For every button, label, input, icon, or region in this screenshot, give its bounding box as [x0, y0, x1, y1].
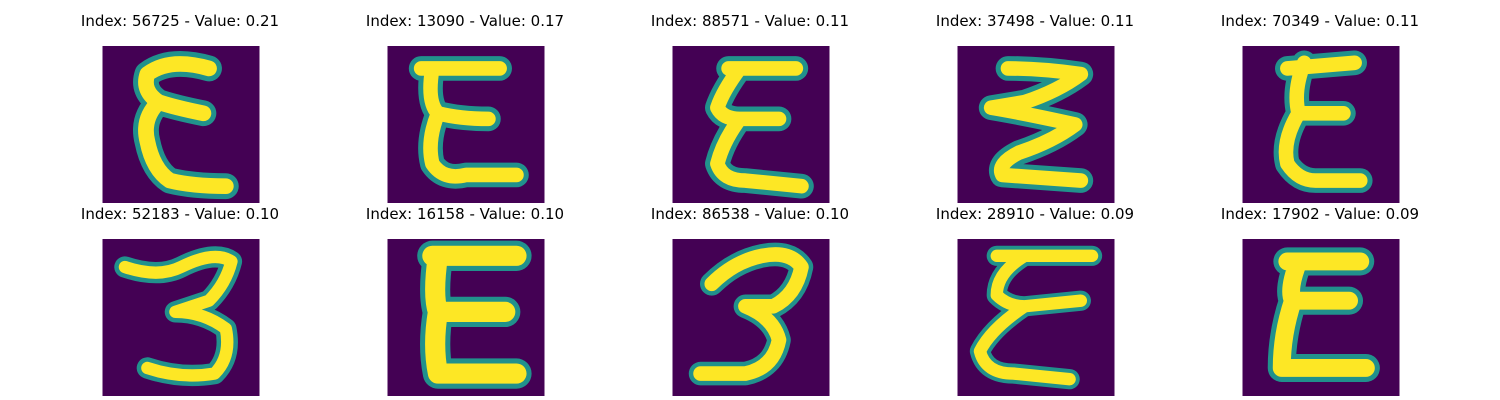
digit-panel: Index: 28910 - Value: 0.09 — [915, 205, 1155, 396]
digit-image — [102, 46, 260, 203]
panel-title: Index: 28910 - Value: 0.09 — [935, 205, 1135, 223]
digit-image — [672, 239, 830, 396]
digit-image — [1242, 46, 1400, 203]
panel-title: Index: 86538 - Value: 0.10 — [650, 205, 850, 223]
digit-panel: Index: 88571 - Value: 0.11 — [630, 12, 870, 203]
panel-title: Index: 37498 - Value: 0.11 — [935, 12, 1135, 30]
digit-image — [102, 239, 260, 396]
digit-image — [957, 46, 1115, 203]
digit-panel: Index: 86538 - Value: 0.10 — [630, 205, 870, 396]
digit-panel: Index: 37498 - Value: 0.11 — [915, 12, 1155, 203]
panel-title: Index: 88571 - Value: 0.11 — [650, 12, 850, 30]
digit-image — [672, 46, 830, 203]
digit-panel: Index: 16158 - Value: 0.10 — [345, 205, 585, 396]
digit-panel: Index: 17902 - Value: 0.09 — [1200, 205, 1440, 396]
panel-title: Index: 56725 - Value: 0.21 — [80, 12, 280, 30]
digit-image — [387, 239, 545, 396]
panel-title: Index: 16158 - Value: 0.10 — [365, 205, 565, 223]
digit-panel: Index: 70349 - Value: 0.11 — [1200, 12, 1440, 203]
digit-panel: Index: 52183 - Value: 0.10 — [60, 205, 300, 396]
digit-image — [387, 46, 545, 203]
panel-title: Index: 70349 - Value: 0.11 — [1220, 12, 1420, 30]
digit-image — [957, 239, 1115, 396]
digit-panel: Index: 56725 - Value: 0.21 — [60, 12, 300, 203]
digit-panel: Index: 13090 - Value: 0.17 — [345, 12, 585, 203]
digit-image — [1242, 239, 1400, 396]
panel-title: Index: 17902 - Value: 0.09 — [1220, 205, 1420, 223]
panel-title: Index: 13090 - Value: 0.17 — [365, 12, 565, 30]
panel-title: Index: 52183 - Value: 0.10 — [80, 205, 280, 223]
